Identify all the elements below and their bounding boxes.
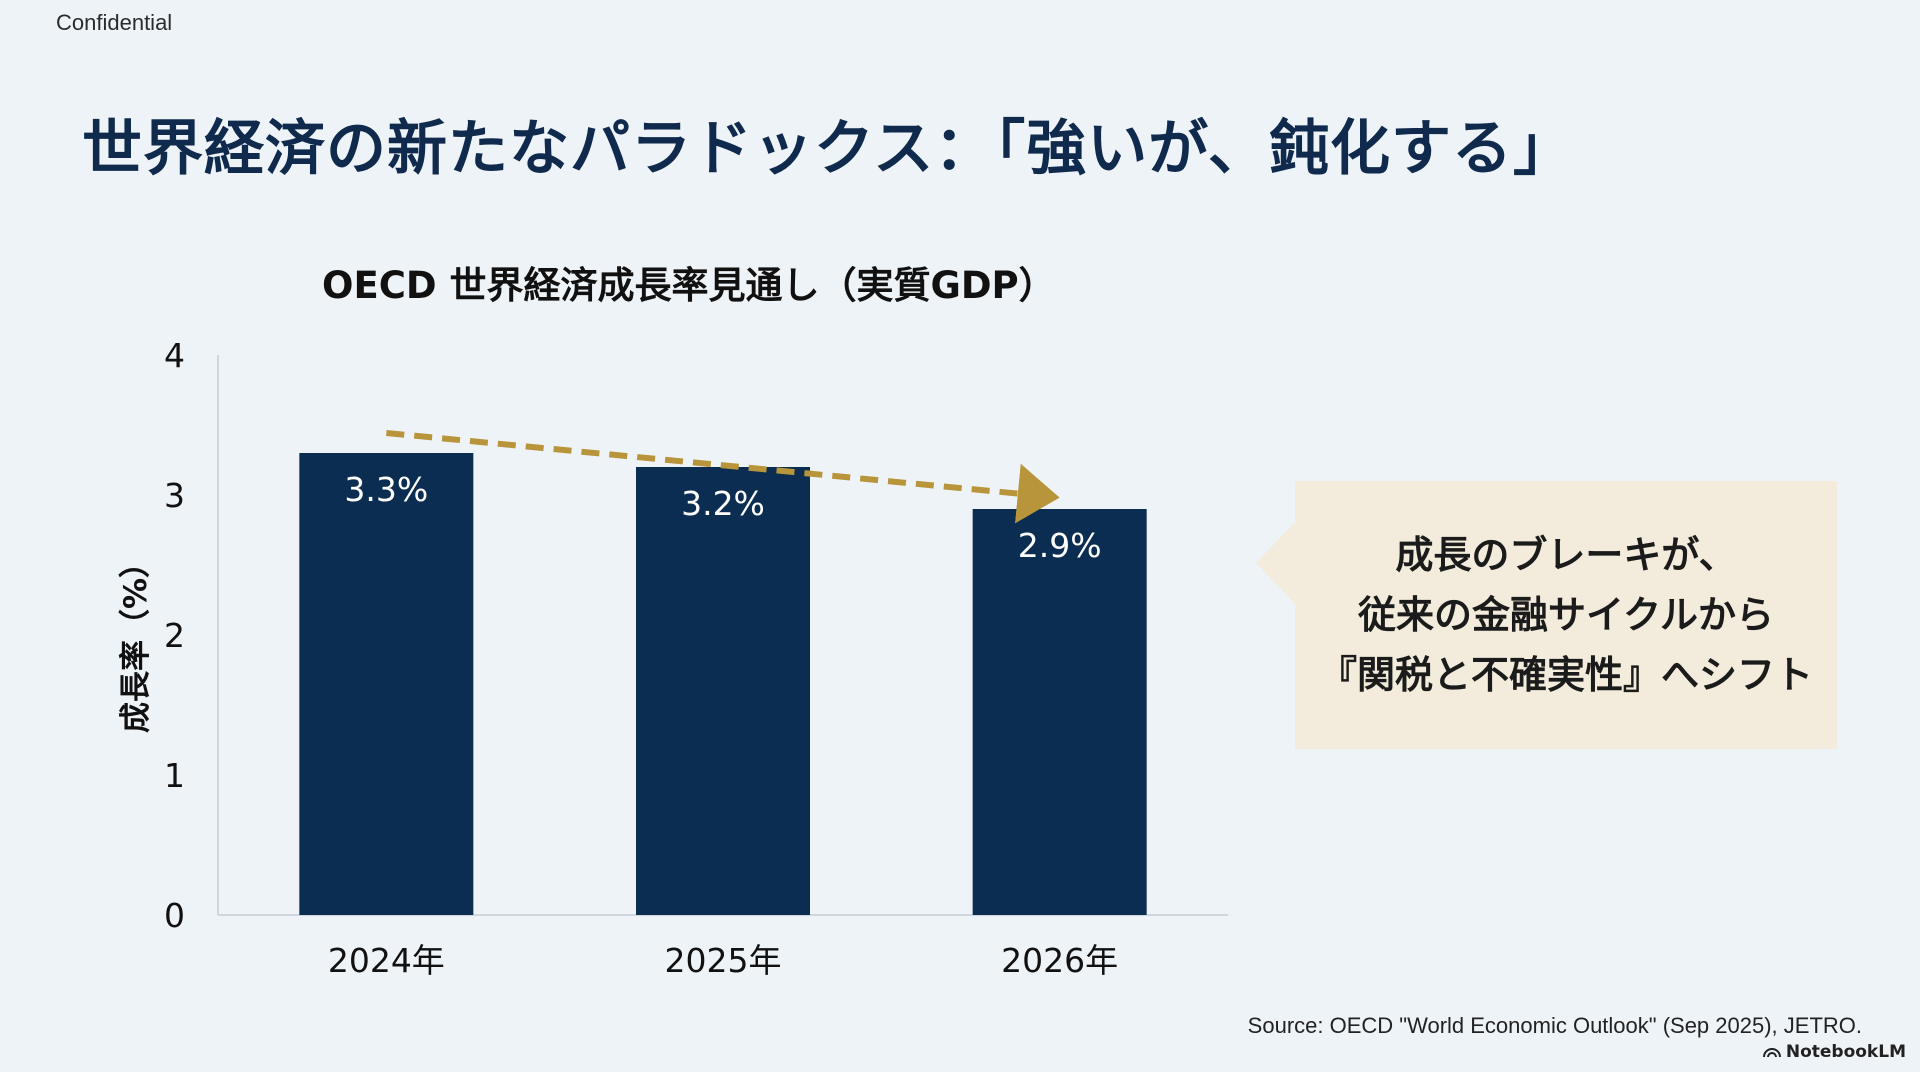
brand-badge: NotebookLM <box>1762 1042 1906 1062</box>
bar-value-label: 3.3% <box>344 470 428 509</box>
callout-line-2: 従来の金融サイクルから <box>1357 592 1775 637</box>
y-tick-label: 3 <box>164 476 185 515</box>
callout-box: 成長のブレーキが、 従来の金融サイクルから 『関税と不確実性』へシフト <box>1295 481 1837 749</box>
y-tick-label: 1 <box>164 756 185 795</box>
bar <box>972 509 1147 915</box>
chart-bars <box>299 453 1147 915</box>
brand-name: NotebookLM <box>1785 1042 1906 1062</box>
x-tick-label: 2026年 <box>1001 941 1118 980</box>
bar-value-label: 3.2% <box>681 484 765 523</box>
x-tick-label: 2025年 <box>665 941 782 980</box>
y-axis-label: 成長率（%） <box>118 547 154 733</box>
chart-labels: 3.3% 2024年 3.2% 2025年 2.9% 2026年 <box>328 470 1118 980</box>
callout-line-1: 成長のブレーキが、 <box>1395 532 1737 577</box>
y-tick-label: 0 <box>164 896 185 935</box>
source-note: Source: OECD "World Economic Outlook" (S… <box>1247 1013 1862 1038</box>
bar <box>299 453 474 915</box>
callout-line-3: 『関税と不確実性』へシフト <box>1318 653 1813 698</box>
notebooklm-logo-icon <box>1762 1048 1781 1058</box>
callout-tail <box>1256 521 1296 605</box>
slide-title: 世界経済の新たなパラドックス：「強いが、鈍化する」 <box>82 114 1574 184</box>
bar-value-label: 2.9% <box>1018 526 1102 565</box>
confidential-label: Confidential <box>56 10 173 35</box>
y-tick-label: 4 <box>164 336 185 375</box>
chart-title: OECD 世界経済成長率見通し（実質GDP） <box>322 264 1056 307</box>
bar <box>636 467 810 915</box>
callout-text: 成長のブレーキが、 従来の金融サイクルから 『関税と不確実性』へシフト <box>1319 525 1813 705</box>
x-tick-label: 2024年 <box>328 941 445 980</box>
y-tick-label: 2 <box>164 616 185 655</box>
